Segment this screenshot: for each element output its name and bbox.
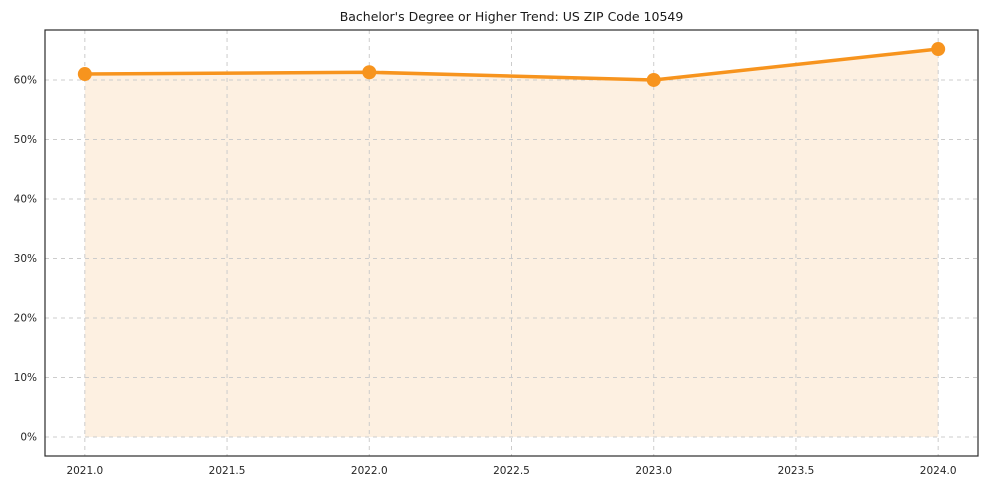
y-tick-label: 40% xyxy=(14,193,37,205)
y-tick-label: 10% xyxy=(14,372,37,384)
x-tick-label: 2023.0 xyxy=(635,465,672,477)
plot-border xyxy=(44,29,979,457)
data-point-marker xyxy=(931,42,946,57)
data-point-marker xyxy=(77,67,92,82)
y-tick-label: 60% xyxy=(14,74,37,86)
chart-title: Bachelor's Degree or Higher Trend: US ZI… xyxy=(339,9,684,24)
x-tick-label: 2023.5 xyxy=(778,465,815,477)
data-point-marker xyxy=(362,65,377,80)
x-tick-label: 2024.0 xyxy=(920,465,957,477)
y-tick-label: 30% xyxy=(14,253,37,265)
y-tick-label: 50% xyxy=(14,134,37,146)
x-tick-label: 2021.0 xyxy=(66,465,103,477)
x-tick-label: 2022.5 xyxy=(493,465,530,477)
x-tick-label: 2021.5 xyxy=(209,465,246,477)
x-tick-label: 2022.0 xyxy=(351,465,388,477)
trend-line xyxy=(83,47,940,82)
data-point-marker xyxy=(646,72,661,87)
area-fill xyxy=(84,49,939,437)
y-tick-label: 20% xyxy=(14,312,37,324)
y-tick-label: 0% xyxy=(20,431,37,443)
